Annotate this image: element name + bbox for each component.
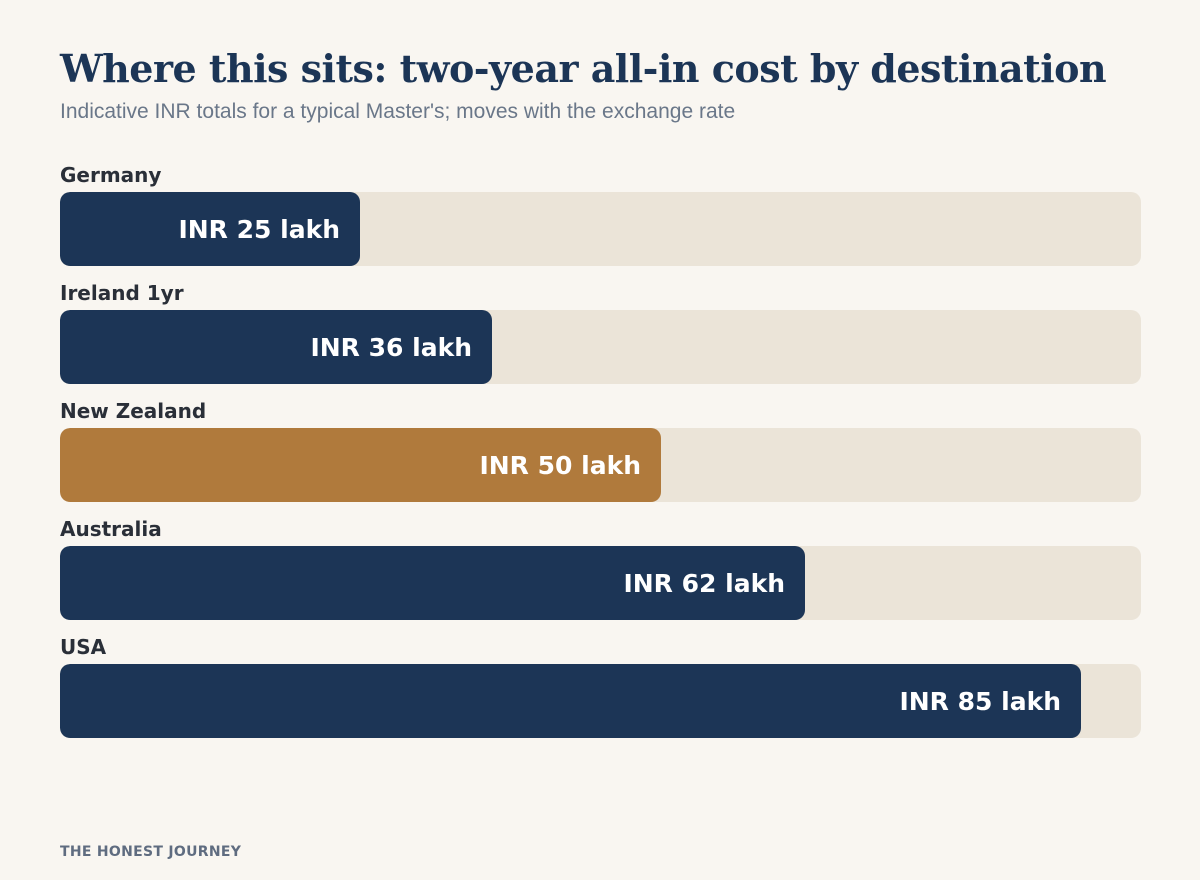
category-label: Ireland 1yr [60, 281, 184, 305]
bar-value-label: INR 62 lakh [623, 568, 785, 598]
bar-row: New Zealand INR 50 lakh [60, 396, 1141, 514]
bar-track: INR 25 lakh [60, 192, 1141, 266]
bar-value-label: INR 50 lakh [479, 450, 641, 480]
bar: INR 36 lakh [60, 310, 492, 384]
brand-footer: THE HONEST JOURNEY [60, 844, 242, 860]
category-label: Germany [60, 163, 162, 187]
bar-track: INR 50 lakh [60, 428, 1141, 502]
bar-row: USA INR 85 lakh [60, 632, 1141, 750]
bar-chart: Germany INR 25 lakh Ireland 1yr INR 36 lakh… [60, 160, 1141, 750]
bar-track: INR 85 lakh [60, 664, 1141, 738]
bar-track: INR 62 lakh [60, 546, 1141, 620]
bar-row: Australia INR 62 lakh [60, 514, 1141, 632]
bar: INR 62 lakh [60, 546, 805, 620]
bar: INR 85 lakh [60, 664, 1081, 738]
category-label: USA [60, 635, 107, 659]
bar-row: Ireland 1yr INR 36 lakh [60, 278, 1141, 396]
chart-subtitle: Indicative INR totals for a typical Mast… [60, 100, 736, 123]
category-label: Australia [60, 517, 162, 541]
bar-row: Germany INR 25 lakh [60, 160, 1141, 278]
bar-track: INR 36 lakh [60, 310, 1141, 384]
category-label: New Zealand [60, 399, 207, 423]
bar-value-label: INR 36 lakh [310, 332, 472, 362]
bar-value-label: INR 25 lakh [178, 214, 340, 244]
bar: INR 25 lakh [60, 192, 360, 266]
bar-value-label: INR 85 lakh [899, 686, 1061, 716]
bar: INR 50 lakh [60, 428, 661, 502]
chart-title: Where this sits: two-year all-in cost by… [60, 46, 1107, 91]
